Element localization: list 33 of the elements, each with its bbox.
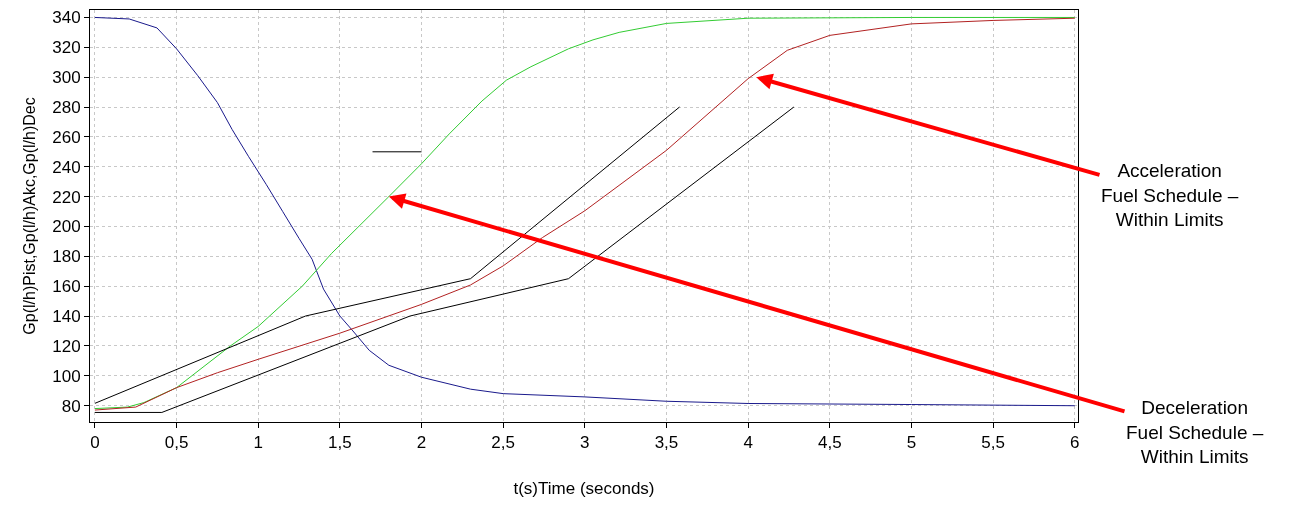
y-tick-label: 220 (52, 187, 81, 207)
y-axis-title: Gp(l/h)Pist,Gp(l/h)Akc,Gp(l/h)Dec (21, 97, 39, 335)
x-tick-label: 1 (253, 433, 263, 453)
x-tick-label: 0 (90, 433, 100, 453)
x-tick-label: 5,5 (981, 433, 1005, 453)
line-series (94, 106, 681, 404)
x-tick-label: 2 (416, 433, 427, 453)
y-tick-label: 160 (52, 277, 81, 297)
y-tick-label: 200 (52, 217, 81, 237)
x-tick-label: 4 (743, 433, 753, 453)
x-tick-label: 3,5 (654, 433, 679, 453)
y-tick-label: 120 (52, 336, 81, 356)
x-tick-label: 1,5 (328, 433, 352, 453)
y-tick-label: 260 (52, 127, 81, 147)
x-tick-label: 4,5 (817, 433, 842, 453)
annotation: Deceleration Fuel Schedule – Within Limits (1126, 397, 1264, 468)
x-tick-label: 5 (906, 433, 917, 453)
y-tick-label: 240 (52, 157, 81, 177)
x-tick-label: 0,5 (164, 433, 189, 453)
x-tick-label: 2,5 (491, 433, 515, 453)
line-series (94, 106, 795, 413)
y-tick-label: 80 (61, 396, 81, 416)
annotation: Acceleration Fuel Schedule – Within Limits (1101, 160, 1239, 231)
y-tick-label: 340 (52, 8, 81, 28)
y-tick-label: 300 (52, 68, 81, 88)
y-tick-label: 180 (52, 247, 81, 267)
x-tick-label: 6 (1070, 433, 1080, 453)
x-axis-title: t(s)Time (seconds) (513, 478, 655, 498)
x-tick-label: 3 (580, 433, 590, 453)
y-tick-label: 140 (52, 306, 81, 326)
y-tick-label: 320 (52, 38, 81, 58)
y-tick-label: 100 (52, 366, 81, 386)
y-tick-label: 280 (52, 97, 81, 117)
